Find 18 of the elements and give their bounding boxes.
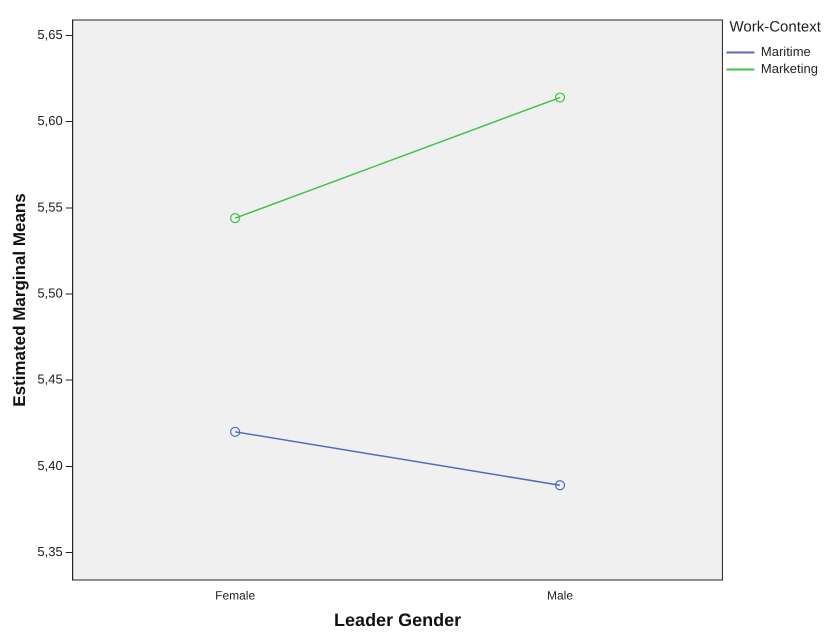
legend-label: Marketing [760, 61, 818, 76]
point [230, 426, 240, 437]
y-tick-label: 5,40 [37, 458, 63, 473]
point [554, 480, 566, 490]
point [230, 213, 240, 224]
legend-label: Maritime [760, 44, 811, 60]
y-axis-title: Estimated Marginal Means [10, 193, 29, 407]
x-axis-title: Leader Gender [334, 610, 462, 630]
y-tick-label: 5,60 [37, 113, 63, 128]
point [554, 92, 566, 103]
x-tick-label: Female [215, 588, 256, 603]
y-tick-label: 5,55 [37, 199, 63, 214]
x-tick-label: Male [546, 588, 574, 603]
y-tick-label: 5,65 [37, 27, 63, 42]
y-tick-label: 5,45 [37, 372, 63, 387]
legend-title: Work-Context [730, 18, 822, 36]
y-tick-label: 5,50 [37, 286, 63, 301]
y-tick-label: 5,35 [37, 544, 63, 560]
